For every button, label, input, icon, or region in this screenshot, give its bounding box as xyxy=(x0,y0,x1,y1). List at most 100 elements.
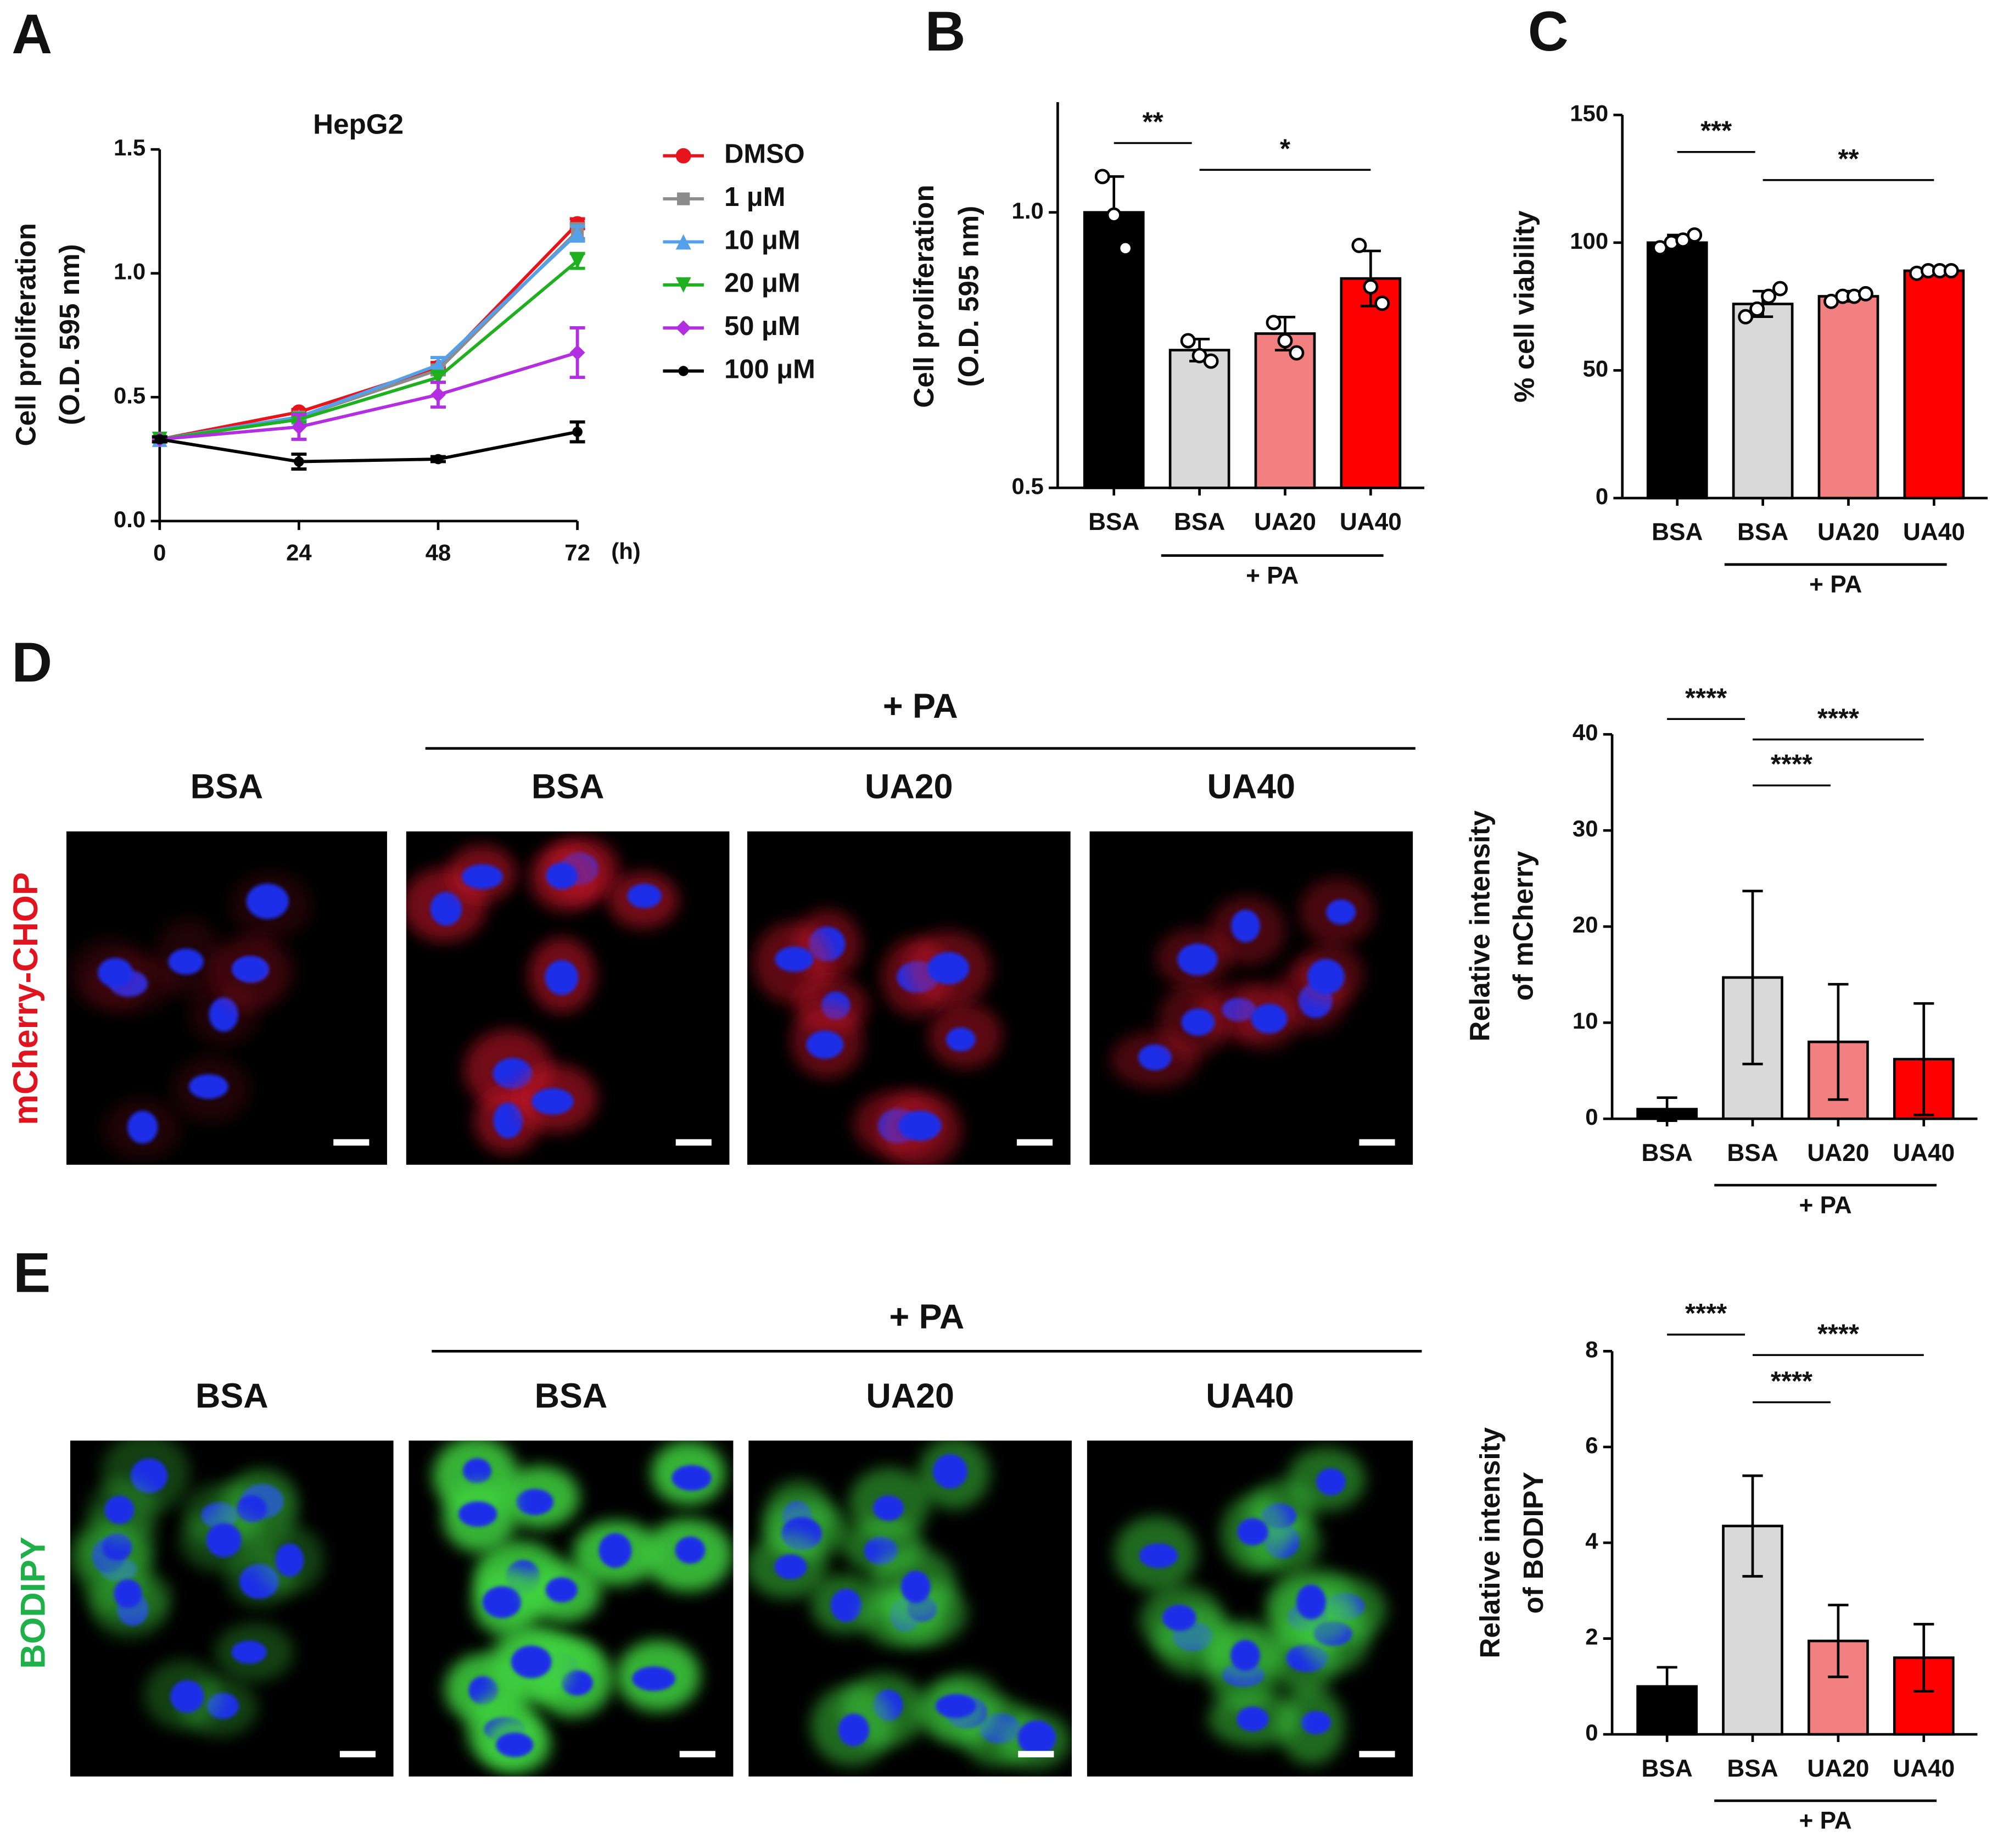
cells xyxy=(69,872,311,1160)
nucleus xyxy=(932,1454,968,1489)
cells xyxy=(748,1441,1071,1769)
micrographs xyxy=(66,831,1413,1777)
y-tick-label: 0.5 xyxy=(114,382,146,408)
column-label: UA40 xyxy=(1207,768,1296,806)
x-tick-label: BSA xyxy=(1174,509,1225,535)
y-tick-label: 0 xyxy=(1596,483,1608,509)
y-tick-label: 0 xyxy=(1585,1719,1598,1745)
scale-bar xyxy=(679,1751,715,1757)
panel-label: A xyxy=(12,2,52,65)
series-line xyxy=(159,222,579,441)
y-tick-label: 1.0 xyxy=(114,259,146,284)
cells xyxy=(406,837,679,1154)
data-point xyxy=(1943,263,1959,278)
x-tick-label: UA20 xyxy=(1817,519,1879,546)
micrograph xyxy=(748,1441,1072,1777)
nucleus xyxy=(775,946,814,972)
data-point xyxy=(1266,315,1282,331)
data-point xyxy=(1374,295,1390,311)
significance-label: **** xyxy=(1685,683,1727,713)
chart-title: HepG2 xyxy=(313,109,404,140)
marker xyxy=(569,345,585,360)
nucleus xyxy=(632,1666,675,1691)
nucleus xyxy=(675,1536,706,1564)
series-line xyxy=(159,351,578,441)
legend-label: 20 μM xyxy=(724,269,800,298)
column-label: UA20 xyxy=(866,1377,954,1415)
y-tick-label: 0 xyxy=(1585,1104,1598,1130)
y-axis-label: Relative intensity xyxy=(1474,1427,1506,1658)
nucleus xyxy=(1139,1543,1178,1568)
nucleus xyxy=(493,1102,523,1138)
stain-label: BODIPY xyxy=(14,1537,53,1669)
nucleus xyxy=(774,1554,807,1579)
x-tick-label: BSA xyxy=(1088,509,1139,535)
nucleus xyxy=(231,1640,267,1664)
data-point xyxy=(1117,240,1133,256)
cells xyxy=(753,909,1002,1165)
x-axis-label: (h) xyxy=(611,538,640,564)
nucleus xyxy=(206,1523,242,1557)
nucleus xyxy=(1237,1706,1269,1732)
y-axis-label: (O.D. 595 nm) xyxy=(54,244,85,425)
scale-bar xyxy=(1359,1751,1395,1757)
x-tick-label: UA40 xyxy=(1903,519,1965,546)
nucleus xyxy=(830,1589,862,1622)
bar xyxy=(1903,269,1965,500)
nucleus xyxy=(1326,900,1356,925)
micrograph xyxy=(747,831,1071,1165)
x-tick-label: UA40 xyxy=(1893,1755,1955,1782)
panel-label: D xyxy=(12,630,52,694)
data-point xyxy=(1687,227,1703,243)
nucleus xyxy=(1296,1584,1326,1620)
nucleus xyxy=(275,1543,304,1577)
series-line xyxy=(159,230,579,441)
scale-bar xyxy=(675,1139,712,1146)
nucleus xyxy=(1231,909,1260,942)
marker xyxy=(291,419,307,435)
marker xyxy=(430,387,446,403)
nucleus xyxy=(873,1495,904,1521)
nucleus xyxy=(545,960,579,995)
column-label: BSA xyxy=(531,768,605,806)
data-point xyxy=(1772,281,1788,297)
x-tick-label: BSA xyxy=(1727,1755,1778,1782)
marker xyxy=(430,370,446,386)
micrograph xyxy=(1087,1441,1413,1777)
series-line xyxy=(159,232,579,441)
y-tick-label: 40 xyxy=(1573,719,1598,745)
significance-label: ** xyxy=(1838,144,1859,174)
nucleus xyxy=(430,892,462,926)
y-tick-label: 8 xyxy=(1585,1336,1598,1362)
x-tick-label: UA20 xyxy=(1807,1755,1869,1782)
y-tick-label: 0.5 xyxy=(1012,473,1044,499)
x-tick-label: BSA xyxy=(1737,519,1788,546)
nucleus xyxy=(463,1458,491,1484)
y-axis-label: of BODIPY xyxy=(1518,1472,1549,1614)
marker xyxy=(430,357,446,373)
nucleus xyxy=(127,1110,158,1144)
nucleus xyxy=(1237,1518,1268,1546)
legend-label: 1 μM xyxy=(724,182,785,212)
column-label: BSA xyxy=(191,768,264,806)
nucleus xyxy=(627,884,662,908)
micrograph xyxy=(406,831,730,1165)
scale-bar xyxy=(339,1751,376,1757)
nucleus xyxy=(168,948,204,975)
y-axis-label: Cell proliferation xyxy=(908,185,939,407)
y-tick-label: 4 xyxy=(1585,1528,1598,1554)
legend-marker xyxy=(675,320,691,336)
nucleus xyxy=(1307,959,1345,995)
nucleus xyxy=(1301,1711,1331,1734)
cells xyxy=(1110,878,1375,1088)
legend-marker xyxy=(675,277,691,293)
nucleus xyxy=(496,1732,534,1757)
nucleus xyxy=(946,1028,976,1052)
error-bar xyxy=(1657,1666,1677,1707)
legend-marker xyxy=(675,148,691,164)
group-label: + PA xyxy=(1246,562,1299,589)
scale-bar xyxy=(1016,1139,1053,1146)
nucleus xyxy=(516,1489,554,1515)
column-label: UA40 xyxy=(1206,1377,1294,1415)
